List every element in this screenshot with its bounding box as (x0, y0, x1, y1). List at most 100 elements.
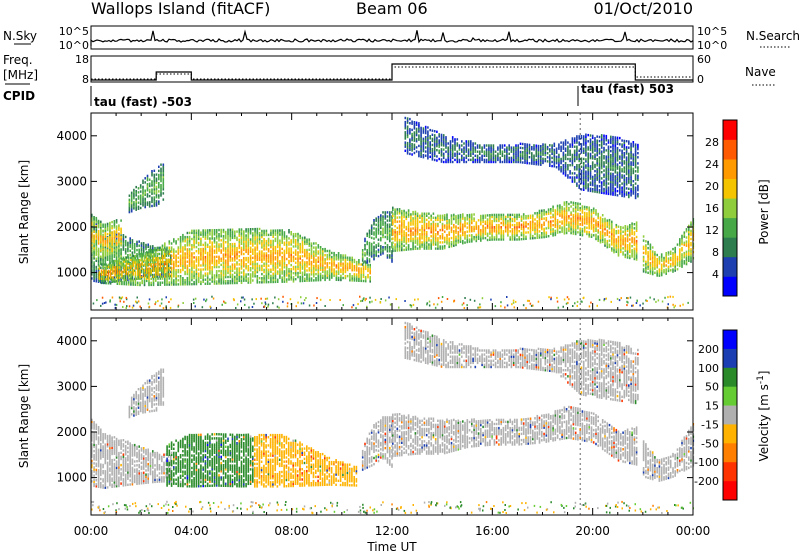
scatter-cell (624, 227, 627, 230)
scatter-cell (100, 281, 103, 285)
scatter-cell (498, 232, 500, 235)
scatter-cell (556, 223, 559, 226)
scatter-cell (168, 273, 171, 276)
scatter-cell (136, 269, 139, 272)
scatter-cell (561, 212, 563, 215)
scatter-cell (301, 251, 304, 254)
scatter-cell (120, 231, 122, 235)
scatter-cell (518, 238, 520, 241)
ground-scatter-cell (100, 304, 102, 307)
scatter-cell (500, 213, 502, 217)
scatter-cell (215, 243, 218, 246)
scatter-cell (229, 228, 232, 231)
scatter-cell (439, 247, 441, 250)
scatter-cell (149, 257, 152, 260)
scatter-cell (398, 216, 401, 219)
scatter-cell (220, 278, 222, 281)
scatter-cell (407, 227, 410, 231)
scatter-cell (606, 231, 609, 235)
scatter-cell (301, 263, 304, 266)
scatter-cell (412, 241, 414, 245)
scatter-cell (285, 280, 288, 283)
scatter-cell (563, 217, 566, 221)
scatter-cell (173, 260, 175, 264)
scatter-cell (446, 217, 448, 220)
scatter-cell (581, 209, 584, 212)
scatter-cell (93, 269, 95, 272)
scatter-cell (245, 238, 247, 241)
scatter-cell (272, 233, 274, 236)
scatter-cell (457, 226, 460, 230)
scatter-cell (184, 246, 186, 249)
scatter-cell (261, 260, 263, 263)
scatter-cell (368, 243, 371, 247)
ground-scatter-cell (366, 305, 368, 308)
scatter-cell (299, 255, 301, 258)
scatter-cell (554, 219, 557, 222)
scatter-cell (351, 260, 353, 264)
scatter-cell (570, 227, 572, 231)
scatter-cell (220, 274, 222, 277)
scatter-cell (238, 242, 241, 246)
scatter-cell (204, 231, 207, 234)
scatter-cell (153, 192, 156, 195)
scatter-cell (173, 248, 175, 251)
scatter-cell (373, 253, 375, 257)
scatter-cell (139, 259, 141, 262)
scatter-cell (227, 255, 229, 258)
scatter-cell (274, 239, 277, 243)
scatter-cell (179, 268, 182, 272)
scatter-cell (132, 262, 134, 266)
scatter-cell (480, 239, 482, 242)
scatter-cell (142, 196, 144, 199)
scatter-cell (349, 260, 351, 264)
scatter-cell (283, 274, 286, 277)
scatter-cell (153, 190, 156, 193)
scatter-cell (410, 221, 412, 224)
scatter-cell (389, 254, 391, 257)
scatter-cell (249, 248, 252, 251)
scatter-cell (127, 277, 130, 280)
scatter-cell (204, 278, 207, 281)
scatter-cell (93, 218, 95, 221)
scatter-cell (455, 219, 457, 222)
scatter-cell (118, 253, 120, 256)
ground-scatter-cell (313, 304, 315, 307)
scatter-cell (130, 271, 132, 274)
scatter-cell (93, 265, 95, 268)
scatter-cell (206, 229, 209, 232)
scatter-cell (565, 211, 568, 214)
scatter-cell (482, 228, 484, 232)
scatter-cell (500, 234, 502, 237)
scatter-cell (448, 243, 450, 246)
scatter-cell (206, 276, 209, 279)
scatter-cell (373, 219, 375, 222)
scatter-cell (288, 259, 290, 263)
scatter-cell (175, 273, 177, 276)
scatter-cell (160, 186, 162, 189)
ground-scatter-cell (161, 298, 163, 301)
scatter-cell (227, 232, 229, 236)
scatter-cell (238, 244, 241, 248)
ground-scatter-cell (232, 504, 235, 507)
scatter-cell (382, 250, 384, 253)
scatter-cell (166, 260, 168, 264)
scatter-cell (243, 234, 245, 237)
scatter-cell (186, 266, 189, 269)
scatter-cell (552, 219, 554, 223)
scatter-cell (590, 219, 593, 222)
ground-scatter-cell (211, 295, 213, 298)
scatter-cell (170, 279, 173, 282)
scatter-cell (552, 213, 554, 217)
ground-scatter-cell (616, 297, 619, 300)
scatter-cell (446, 234, 448, 237)
scatter-cell (164, 281, 166, 284)
scatter-cell (276, 258, 279, 261)
scatter-cell (148, 190, 151, 194)
scatter-cell (364, 280, 367, 283)
scatter-cell (437, 247, 439, 250)
scatter-cell (247, 269, 250, 272)
scatter-cell (364, 263, 367, 266)
scatter-cell (380, 247, 382, 250)
scatter-cell (240, 238, 243, 241)
